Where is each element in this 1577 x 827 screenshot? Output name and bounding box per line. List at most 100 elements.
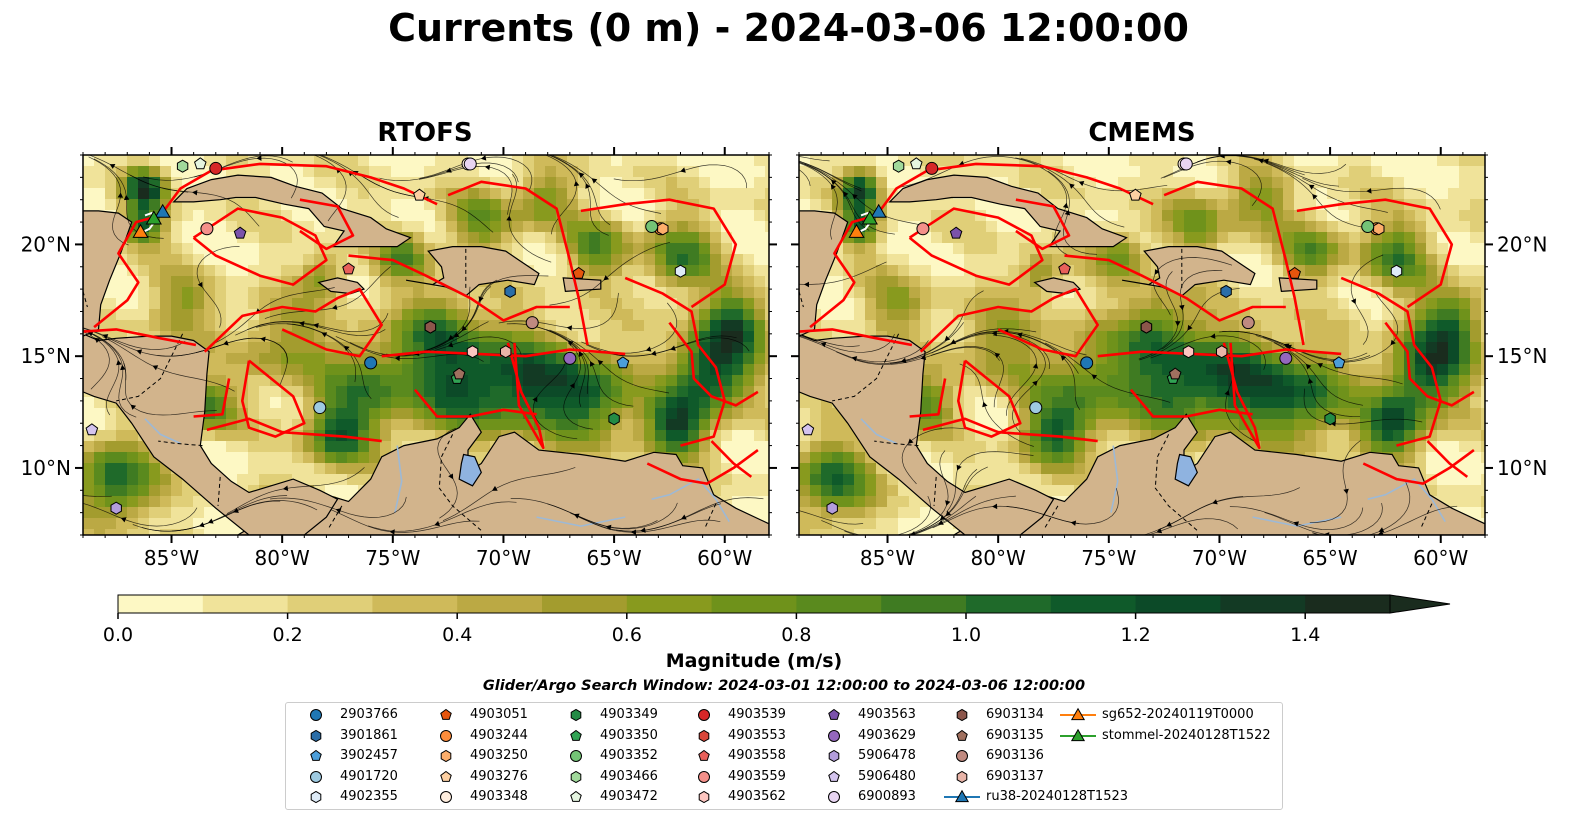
legend-marker-shape — [1070, 728, 1086, 741]
legend-label: 4903539 — [728, 707, 786, 722]
float-6903135 — [1168, 367, 1182, 380]
colorbar-swatch — [542, 595, 628, 613]
legend-marker — [828, 708, 840, 720]
legend-marker-shape — [440, 749, 452, 763]
legend-marker — [440, 770, 452, 782]
float-6903136 — [525, 316, 539, 330]
legend-marker — [310, 790, 322, 804]
legend-marker — [310, 770, 322, 783]
colorbar-swatch — [881, 595, 967, 613]
country-border — [158, 440, 203, 447]
colorbar-swatch — [372, 595, 458, 613]
float-4903563 — [949, 226, 963, 239]
legend-label: 4903051 — [470, 707, 528, 722]
legend-marker-shape — [828, 729, 840, 742]
float-4903562 — [1182, 345, 1195, 359]
legend-marker-shape — [698, 729, 710, 742]
legend-label: 4903352 — [600, 748, 658, 763]
colorbar-tick-label: 1.0 — [951, 624, 981, 646]
colorbar-swatch — [1050, 595, 1137, 613]
legend-marker — [310, 729, 322, 742]
legend-marker — [828, 749, 840, 763]
legend-marker — [956, 729, 968, 741]
glider-stommel-20240128T1522 — [861, 210, 878, 225]
colorbar-tick-label: 0.2 — [272, 624, 302, 646]
legend-marker-shape — [954, 789, 970, 803]
float-4903250 — [1373, 222, 1385, 236]
legend-marker — [310, 749, 322, 761]
legend-marker-shape — [570, 770, 582, 783]
argo-floats — [85, 157, 687, 515]
float-5906480 — [801, 423, 815, 436]
colorbar-label: Magnitude (m/s) — [665, 650, 843, 672]
colorbar-tick-label: 0.0 — [103, 624, 133, 646]
legend-marker — [570, 750, 582, 762]
float-4903349 — [1324, 412, 1336, 426]
legend-marker — [310, 709, 322, 721]
float-2903766 — [364, 356, 378, 370]
legend-marker-shape — [310, 749, 322, 761]
float-4903466 — [892, 159, 905, 173]
x-tick-label: 85°W — [860, 546, 915, 570]
colorbar-swatch — [118, 595, 204, 613]
float-5906478 — [826, 501, 838, 515]
magnitude-field — [799, 155, 1485, 535]
colorbar-swatch — [1135, 595, 1221, 613]
legend-marker — [698, 709, 710, 721]
legend-marker-shape — [956, 729, 968, 741]
glider-ru38-20240128T1523 — [154, 203, 171, 218]
land-cuba — [888, 174, 1128, 248]
panel-title-cmems: CMEMS — [1088, 118, 1196, 148]
legend-marker-shape — [310, 729, 322, 742]
float-4903559 — [200, 222, 214, 236]
country-border — [704, 503, 717, 529]
legend-marker — [828, 791, 840, 803]
legend-marker-shape — [828, 770, 840, 782]
y-tick-label: 20°N — [21, 232, 71, 256]
legend-label: stommel-20240128T1522 — [1102, 727, 1271, 743]
land-cuba — [172, 174, 412, 248]
legend-label: 6900893 — [858, 789, 916, 804]
y-tick-label: 10°N — [21, 456, 71, 480]
colorbar-tick-label: 0.6 — [612, 624, 642, 646]
legend-marker — [440, 729, 452, 742]
float-4903539 — [925, 161, 939, 175]
legend-label: 5906480 — [858, 768, 916, 784]
float-4902355 — [1390, 264, 1403, 278]
colorbar-tick-label: 1.4 — [1290, 624, 1320, 646]
map-frame — [798, 154, 1486, 536]
country-border — [832, 333, 900, 402]
land — [83, 174, 769, 535]
x-tick-label: 70°W — [476, 546, 531, 570]
land-southAmerica — [236, 413, 769, 535]
land-centralAmerica — [83, 333, 339, 535]
float-3901861 — [1220, 284, 1232, 298]
legend-label: 4903562 — [728, 789, 786, 804]
float-6900893 — [1179, 157, 1193, 171]
figure-title: Currents (0 m) - 2024-03-06 12:00:00 — [388, 6, 1189, 50]
legend-label: 4903558 — [728, 748, 786, 763]
land-centralAmerica — [799, 333, 1055, 535]
legend-marker-shape — [698, 749, 710, 761]
legend-label: 5906478 — [858, 748, 916, 763]
transect-lines — [799, 162, 1475, 485]
x-tick-label: 85°W — [144, 546, 199, 570]
legend-label: 4903553 — [728, 727, 786, 743]
legend-marker-shape — [828, 749, 840, 763]
legend-marker-shape — [310, 709, 322, 721]
legend-marker-shape — [828, 708, 840, 720]
float-6903137 — [500, 345, 512, 359]
land-puertoRico — [562, 277, 602, 293]
map-panel-cmems: 85°W 80°W 75°W 70°W 65°W 60°W 20°N 15°N 10°N — [791, 147, 1547, 570]
river — [536, 516, 626, 527]
transect-lines — [83, 162, 759, 485]
land-jamaica — [1033, 277, 1082, 295]
legend-label: 4903348 — [470, 789, 528, 804]
legend-marker — [698, 729, 710, 742]
float-6903136 — [1241, 316, 1255, 330]
country-border — [1154, 434, 1198, 531]
legend-label: 4903244 — [470, 727, 528, 743]
legend-marker — [570, 729, 582, 741]
colorbar-swatch — [202, 595, 289, 613]
